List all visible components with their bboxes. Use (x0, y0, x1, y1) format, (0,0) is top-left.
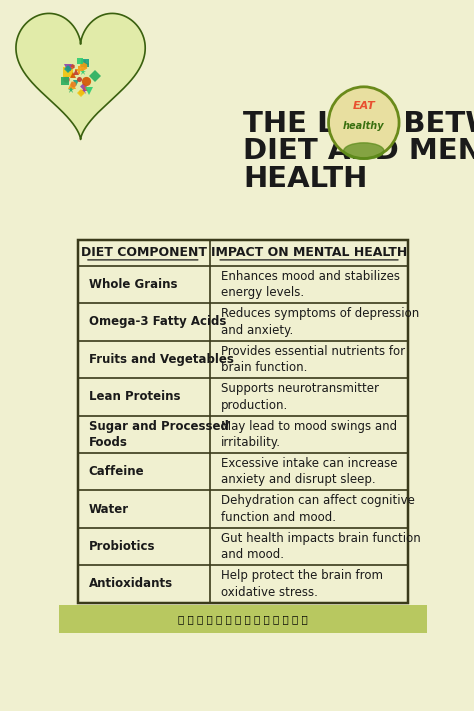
Text: Antioxidants: Antioxidants (89, 577, 173, 590)
Text: Excessive intake can increase
anxiety and disrupt sleep.: Excessive intake can increase anxiety an… (221, 457, 397, 486)
Ellipse shape (344, 143, 384, 159)
Text: HEALTH: HEALTH (243, 165, 367, 193)
Text: May lead to mood swings and
irritability.: May lead to mood swings and irritability… (221, 419, 397, 449)
Circle shape (328, 87, 399, 159)
Text: 🍎 🥦 🍋 🥕 🍇 🥑 🍅 🥝 🌽 🍊 🫐 🍓 🥥 🌶️: 🍎 🥦 🍋 🥕 🍇 🥑 🍅 🥝 🌽 🍊 🫐 🍓 🥥 🌶️ (178, 614, 308, 624)
Text: Lean Proteins: Lean Proteins (89, 390, 180, 403)
FancyBboxPatch shape (59, 606, 427, 633)
Text: healthy: healthy (343, 122, 384, 132)
Text: Caffeine: Caffeine (89, 465, 144, 479)
Text: IMPACT ON MENTAL HEALTH: IMPACT ON MENTAL HEALTH (211, 246, 407, 260)
Polygon shape (16, 14, 145, 139)
Text: DIET AND MENTAL: DIET AND MENTAL (243, 137, 474, 166)
Text: Probiotics: Probiotics (89, 540, 155, 553)
Text: Help protect the brain from
oxidative stress.: Help protect the brain from oxidative st… (221, 570, 383, 599)
Text: Enhances mood and stabilizes
energy levels.: Enhances mood and stabilizes energy leve… (221, 269, 400, 299)
Text: DIET COMPONENT: DIET COMPONENT (81, 246, 207, 260)
Text: Sugar and Processed
Foods: Sugar and Processed Foods (89, 419, 228, 449)
Text: THE LINK BETWEEN: THE LINK BETWEEN (243, 110, 474, 138)
Text: Omega-3 Fatty Acids: Omega-3 Fatty Acids (89, 316, 226, 328)
Text: Whole Grains: Whole Grains (89, 278, 177, 291)
Text: Gut health impacts brain function
and mood.: Gut health impacts brain function and mo… (221, 532, 420, 561)
Text: Water: Water (89, 503, 129, 515)
Text: Dehydration can affect cognitive
function and mood.: Dehydration can affect cognitive functio… (221, 494, 415, 524)
Text: Provides essential nutrients for
brain function.: Provides essential nutrients for brain f… (221, 345, 405, 374)
FancyBboxPatch shape (78, 240, 408, 603)
Text: Fruits and Vegetables: Fruits and Vegetables (89, 353, 234, 366)
Text: Supports neurotransmitter
production.: Supports neurotransmitter production. (221, 382, 379, 412)
Text: Reduces symptoms of depression
and anxiety.: Reduces symptoms of depression and anxie… (221, 307, 419, 337)
Text: EAT: EAT (353, 101, 375, 111)
